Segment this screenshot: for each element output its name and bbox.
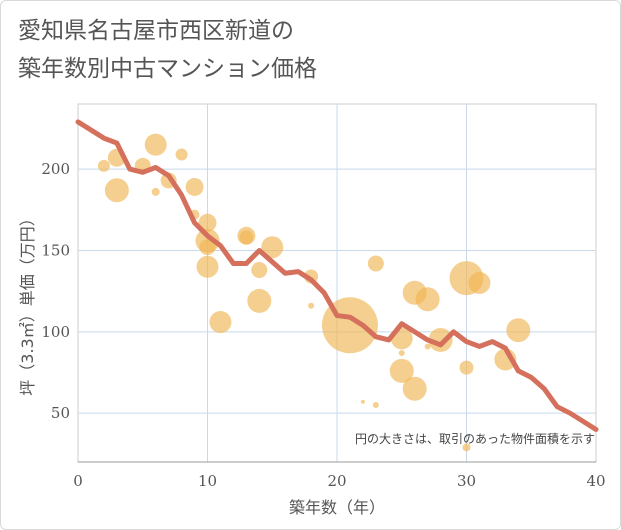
bubble-point: [261, 236, 284, 259]
x-tick-label: 40: [586, 472, 605, 490]
y-tick-label: 100: [41, 323, 70, 341]
y-axis-label: 坪（3.3㎡）単価（万円）: [18, 210, 37, 395]
bubble-point: [428, 327, 453, 352]
bubble-point: [415, 287, 440, 312]
bubble-point: [372, 402, 379, 409]
bubble-point: [199, 239, 216, 256]
chart-title-line-2: 築年数別中古マンション価格: [18, 56, 317, 82]
bubble-point: [185, 177, 204, 196]
bubble-point: [459, 360, 474, 375]
bubble-point: [462, 443, 471, 452]
x-tick-label: 30: [457, 472, 476, 490]
bubble-point: [506, 318, 531, 343]
bubble-point: [209, 311, 232, 334]
bubble-point: [468, 272, 491, 294]
bubble-point: [367, 255, 384, 272]
x-axis-label: 築年数（年）: [289, 498, 385, 517]
bubble-point: [97, 159, 110, 172]
bubble-point: [144, 133, 167, 156]
average-price-line: [75, 119, 599, 432]
x-tick-label: 20: [327, 472, 346, 490]
bubble-layer: [97, 133, 531, 452]
axes: 0 10 20 30 40 50 100 150 200: [41, 160, 605, 490]
bubble-point: [308, 302, 315, 309]
chart-title: 愛知県名古屋市西区新道の 築年数別中古マンション価格: [18, 12, 317, 88]
bubble-point: [398, 349, 405, 356]
bubble-point: [198, 213, 217, 232]
x-tick-label: 10: [198, 472, 217, 490]
bubble-point: [247, 288, 272, 313]
x-tick-label: 0: [73, 472, 83, 490]
chart-title-line-1: 愛知県名古屋市西区新道の: [18, 18, 294, 44]
bubble-point: [402, 376, 427, 401]
trend-line-layer: [75, 119, 599, 432]
bubble-point: [104, 178, 129, 203]
bubble-point: [389, 358, 414, 383]
bubble-point: [196, 255, 219, 278]
bubble-point: [360, 399, 365, 404]
y-tick-label: 200: [41, 160, 70, 178]
bubble-point: [239, 230, 254, 245]
size-note: 円の大きさは、取引のあった物件面積を示す: [355, 431, 595, 446]
bubble-point: [424, 343, 431, 350]
y-tick-label: 50: [51, 404, 70, 422]
grid: [77, 103, 597, 463]
bubble-point: [251, 261, 268, 278]
y-tick-label: 150: [41, 241, 70, 259]
bubble-point: [175, 148, 188, 161]
bubble-point: [151, 187, 160, 196]
